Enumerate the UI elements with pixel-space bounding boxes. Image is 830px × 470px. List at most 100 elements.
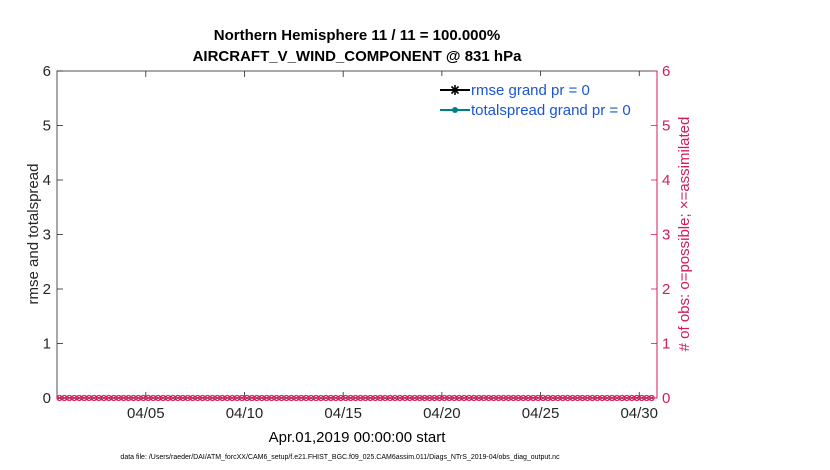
- obs-assimilated-marker: [575, 395, 581, 401]
- obs-assimilated-marker: [288, 395, 294, 401]
- obs-assimilated-marker: [190, 395, 196, 401]
- x-tick-label: 04/30: [620, 405, 658, 422]
- obs-assimilated-marker: [367, 395, 373, 401]
- obs-assimilated-marker: [135, 395, 141, 401]
- obs-assimilated-marker: [274, 395, 280, 401]
- obs-point: [115, 394, 122, 402]
- obs-assimilated-marker: [565, 395, 571, 401]
- x-axis: 04/05 04/10 04/15 04/20 04/25 04/30: [127, 71, 658, 422]
- obs-assimilated-marker: [372, 395, 378, 401]
- obs-assimilated-marker: [219, 395, 225, 401]
- y-axis-right: 0 1 2 3 4 5 6: [651, 63, 670, 407]
- obs-assimilated-marker: [614, 395, 620, 401]
- obs-assimilated-marker: [165, 395, 171, 401]
- obs-assimilated-marker: [333, 395, 339, 401]
- obs-assimilated-marker: [121, 395, 127, 401]
- obs-assimilated-marker: [116, 395, 122, 401]
- obs-assimilated-marker: [486, 395, 492, 401]
- obs-assimilated-marker: [357, 395, 364, 401]
- y-axis-left-label: rmse and totalspread: [25, 164, 42, 305]
- obs-assimilated-marker: [101, 395, 107, 401]
- obs-assimilated-marker: [155, 395, 161, 401]
- obs-assimilated-marker: [619, 395, 625, 401]
- obs-assimilated-marker: [348, 395, 354, 401]
- obs-assimilated-marker: [209, 395, 215, 401]
- obs-assimilated-marker: [343, 395, 349, 401]
- obs-assimilated-marker: [264, 395, 270, 401]
- y-left-tick-label: 2: [43, 281, 51, 298]
- obs-assimilated-marker: [570, 395, 576, 401]
- obs-assimilated-marker: [76, 395, 82, 401]
- obs-assimilated-marker: [185, 395, 191, 401]
- obs-assimilated-marker: [584, 395, 590, 401]
- obs-assimilated-marker: [520, 395, 526, 401]
- obs-assimilated-marker: [195, 395, 201, 401]
- obs-assimilated-marker: [130, 395, 137, 401]
- y-left-tick-label: 5: [43, 118, 51, 135]
- x-axis-label: Apr.01,2019 00:00:00 start: [269, 429, 447, 446]
- y-right-tick-label: 2: [662, 281, 670, 298]
- obs-assimilated-marker: [535, 395, 541, 401]
- obs-assimilated-marker: [609, 395, 615, 401]
- obs-assimilated-marker: [224, 395, 230, 401]
- x-tick-label: 04/20: [423, 405, 461, 422]
- x-tick-label: 04/25: [522, 405, 560, 422]
- obs-assimilated-marker: [328, 395, 334, 401]
- obs-assimilated-marker: [594, 395, 600, 401]
- legend: rmse grand pr = 0 totalspread grand pr =…: [436, 76, 648, 120]
- obs-assimilated-marker: [86, 395, 92, 401]
- y-right-tick-label: 3: [662, 227, 670, 244]
- legend-label-rmse: rmse grand pr = 0: [471, 82, 590, 99]
- obs-assimilated-marker: [417, 395, 423, 401]
- obs-assimilated-marker: [436, 395, 442, 401]
- obs-assimilated-marker: [71, 395, 77, 401]
- obs-assimilated-marker: [426, 395, 433, 401]
- obs-assimilated-marker: [323, 395, 329, 401]
- obs-assimilated-marker: [239, 395, 245, 401]
- obs-assimilated-marker: [259, 395, 265, 401]
- obs-assimilated-marker: [298, 395, 304, 401]
- obs-assimilated-marker: [634, 395, 640, 401]
- legend-label-totalspread: totalspread grand pr = 0: [471, 102, 631, 119]
- y-axis-left: 0 1 2 3 4 5 6: [43, 63, 63, 407]
- obs-assimilated-marker: [352, 395, 359, 401]
- y-left-tick-label: 1: [43, 336, 51, 353]
- y-left-tick-label: 6: [43, 63, 51, 80]
- obs-point: [81, 394, 88, 402]
- obs-assimilated-marker: [308, 395, 314, 401]
- obs-assimilated-marker: [505, 395, 512, 401]
- obs-point: [233, 394, 241, 402]
- obs-assimilated-marker: [180, 395, 186, 401]
- y-left-tick-label: 4: [43, 172, 51, 189]
- obs-assimilated-marker: [377, 395, 383, 401]
- obs-assimilated-marker: [204, 395, 211, 401]
- obs-assimilated-marker: [441, 395, 447, 401]
- y-right-tick-label: 6: [662, 63, 670, 80]
- x-tick-label: 04/05: [127, 405, 165, 422]
- obs-assimilated-marker: [382, 395, 388, 401]
- obs-assimilated-marker: [313, 395, 319, 401]
- obs-assimilated-marker: [61, 395, 67, 401]
- obs-assimilated-marker: [283, 395, 289, 401]
- obs-assimilated-marker: [66, 395, 72, 401]
- legend-box: [436, 76, 648, 120]
- y-left-tick-label: 3: [43, 227, 51, 244]
- obs-assimilated-marker: [515, 395, 521, 401]
- obs-assimilated-marker: [422, 395, 428, 401]
- chart-title-line1: Northern Hemisphere 11 / 11 = 100.000%: [214, 27, 500, 44]
- obs-assimilated-marker: [402, 395, 408, 401]
- obs-assimilated-marker: [106, 395, 112, 401]
- obs-assimilated-marker: [170, 395, 176, 401]
- obs-assimilated-marker: [604, 395, 610, 401]
- obs-point: [66, 394, 73, 402]
- x-tick-label: 04/10: [226, 405, 264, 422]
- obs-assimilated-marker: [111, 395, 117, 401]
- obs-assimilated-marker: [214, 395, 220, 401]
- obs-assimilated-marker: [431, 395, 438, 401]
- obs-assimilated-marker: [140, 395, 146, 401]
- obs-assimilated-marker: [254, 395, 260, 401]
- obs-assimilated-marker: [461, 395, 467, 401]
- obs-assimilated-marker: [446, 395, 452, 401]
